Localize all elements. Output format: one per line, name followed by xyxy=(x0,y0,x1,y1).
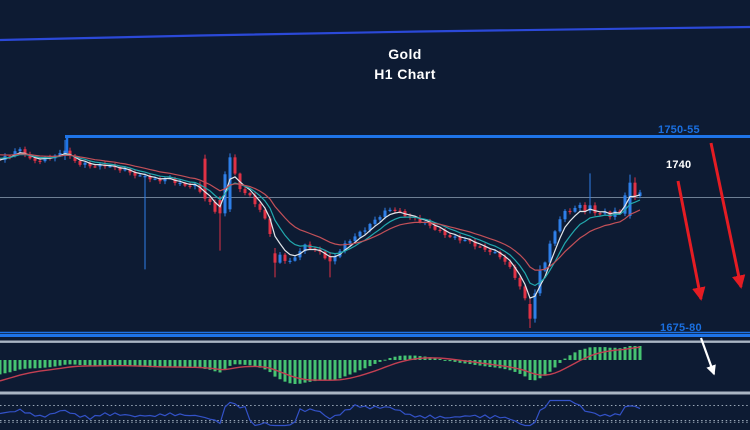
trend-arrows xyxy=(676,142,746,376)
chart-title-instrument: Gold xyxy=(388,46,422,62)
support-zone-label: 1675-80 xyxy=(660,322,702,334)
candlestick-series xyxy=(0,140,642,328)
oscillator-line xyxy=(0,399,641,427)
moving-averages xyxy=(0,152,641,299)
price-level-label: 1740 xyxy=(666,159,692,171)
white-arrow xyxy=(699,337,716,376)
red-arrow-1 xyxy=(676,180,706,301)
macd-histogram xyxy=(0,346,642,384)
chart-title: Gold H1 Chart xyxy=(330,47,480,81)
chart-title-timeframe: H1 Chart xyxy=(374,66,436,82)
macd-signal-line xyxy=(0,346,641,382)
level-lines xyxy=(0,25,750,395)
red-arrow-2 xyxy=(709,142,746,289)
resistance-zone-label: 1750-55 xyxy=(658,124,700,136)
